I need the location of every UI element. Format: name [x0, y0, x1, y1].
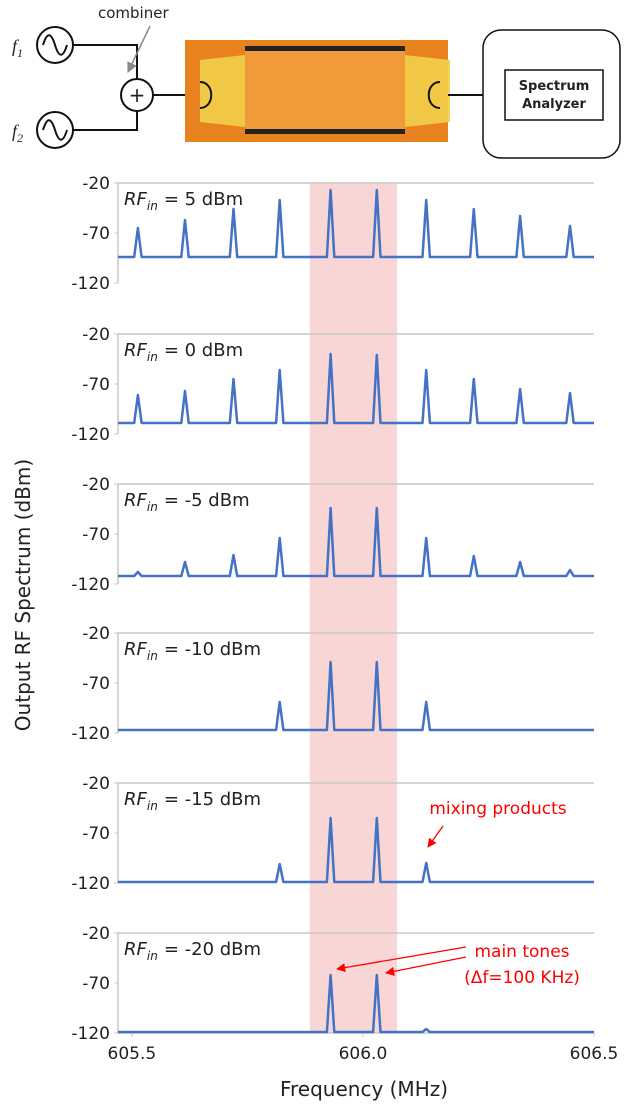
y-tick-label: -20	[82, 624, 110, 644]
label-sub: in	[147, 500, 158, 514]
annotation-arrow	[427, 825, 444, 848]
spectrum-line	[118, 660, 594, 732]
label-var: RF	[124, 939, 148, 960]
band-layer	[309, 183, 398, 1033]
x-tick-label: 606.0	[339, 1044, 388, 1064]
label-sub: in	[147, 350, 158, 364]
spectrum-line	[118, 188, 594, 259]
spectrum-line	[118, 506, 594, 578]
pointer	[127, 25, 151, 73]
x-tick-label: 606.5	[570, 1044, 619, 1064]
y-tick-label: -70	[82, 674, 110, 694]
sine-icon	[42, 34, 68, 56]
y-tick-label: -20	[82, 774, 110, 794]
annotation-arrow	[385, 956, 467, 976]
label-var: RF	[124, 340, 148, 361]
label-sub: in	[147, 949, 158, 963]
label-var: RF	[124, 789, 148, 810]
y-axis-label: Output RF Spectrum (dBm)	[11, 459, 35, 731]
label-text: = -20 dBm	[164, 939, 261, 960]
x-axis-label: Frequency (MHz)	[280, 1077, 448, 1101]
setup-diagram: f1 f2 + combiner Spectrum Analyzer	[12, 4, 621, 159]
analyzer-label: Analyzer	[522, 97, 586, 112]
y-tick-label: -20	[82, 325, 110, 345]
label-text: = -10 dBm	[164, 639, 261, 660]
y-tick-label: -120	[71, 575, 110, 595]
y-tick-label: -70	[82, 974, 110, 994]
var: f	[12, 121, 20, 141]
wire	[73, 44, 185, 131]
label-text: = 0 dBm	[164, 340, 243, 361]
spectrum-line	[118, 352, 594, 425]
analyzer-label: Spectrum	[519, 79, 590, 94]
label-var: RF	[124, 189, 148, 210]
y-tick-label: -20	[82, 924, 110, 944]
y-tick-label: -70	[82, 824, 110, 844]
spectrum-line	[118, 973, 594, 1034]
label-var: RF	[124, 490, 148, 511]
y-tick-label: -120	[71, 425, 110, 445]
sub: 2	[17, 131, 23, 145]
electrode	[245, 46, 405, 51]
sine-icon	[42, 119, 68, 141]
combiner-label: combiner	[98, 4, 169, 22]
label-text: = 5 dBm	[164, 189, 243, 210]
y-tick-label: -70	[82, 224, 110, 244]
panel-label: RFin = -20 dBm	[124, 939, 261, 963]
y-tick-label: -20	[82, 475, 110, 495]
y-tick-label: -70	[82, 525, 110, 545]
label-text: = -5 dBm	[164, 490, 250, 511]
panel-label: RFin = -15 dBm	[124, 789, 261, 813]
label-sub: in	[147, 649, 158, 663]
label-sub: in	[147, 199, 158, 213]
var: f	[12, 36, 20, 56]
annotation: main tones	[474, 942, 569, 962]
label-var: RF	[124, 639, 148, 660]
annotation: mixing products	[429, 799, 566, 819]
combiner	[120, 78, 154, 112]
y-tick-label: -120	[71, 1024, 110, 1044]
source-1-label: f1	[12, 36, 23, 60]
y-tick-label: -70	[82, 375, 110, 395]
annotation: (Δf=100 KHz)	[464, 968, 580, 988]
sub: 1	[17, 46, 23, 60]
analyzer-screen	[504, 69, 604, 121]
y-tick-label: -20	[82, 174, 110, 194]
panel-label: RFin = 5 dBm	[124, 189, 243, 213]
label-sub: in	[147, 799, 158, 813]
y-tick-label: -120	[71, 724, 110, 744]
panel-label: RFin = -10 dBm	[124, 639, 261, 663]
combiner-symbol: +	[129, 83, 146, 107]
label-text: = -15 dBm	[164, 789, 261, 810]
panel-label: RFin = 0 dBm	[124, 340, 243, 364]
panel-label: RFin = -5 dBm	[124, 490, 250, 514]
device-body	[245, 48, 405, 134]
highlight-band	[309, 183, 398, 1033]
x-tick-label: 605.5	[108, 1044, 157, 1064]
source-2-label: f2	[12, 121, 23, 145]
pads	[200, 55, 450, 127]
y-tick-label: -120	[71, 874, 110, 894]
electrode	[245, 129, 405, 134]
y-tick-label: -120	[71, 274, 110, 294]
annotation-arrow	[336, 946, 467, 973]
spectrum-line	[118, 816, 594, 884]
